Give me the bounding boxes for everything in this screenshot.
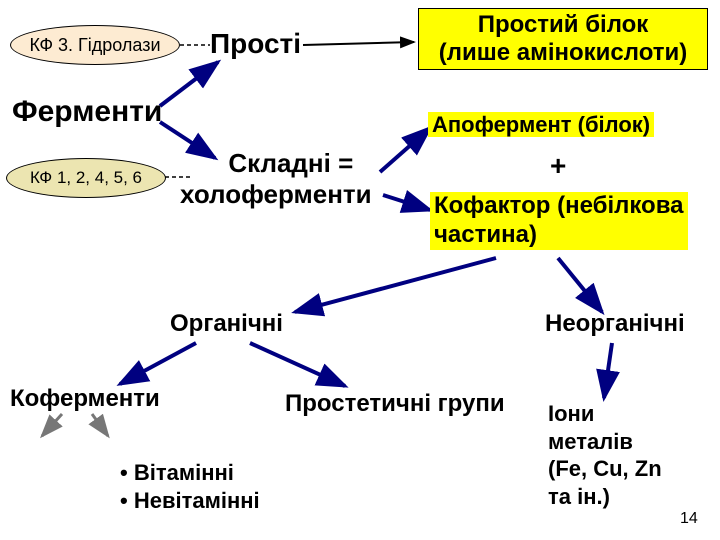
simple-protein-line1: Простий білок <box>478 11 649 38</box>
iony-line1: Іони <box>548 400 662 428</box>
node-fermenty: Ферменти <box>12 95 162 129</box>
page-number: 14 <box>680 510 698 528</box>
node-prosti: Прості <box>210 28 301 60</box>
iony-line4: та ін.) <box>548 483 662 511</box>
apoferment-label: Апофермент (білок) <box>428 112 654 137</box>
node-iony: Іони металів (Fe, Cu, Zn та ін.) <box>548 400 662 510</box>
node-skladni: Складні = холоферменти <box>180 148 372 210</box>
node-kofaktor: Кофактор (небілкова частина) <box>430 192 688 250</box>
iony-line2: металів <box>548 428 662 456</box>
node-simple-protein: Простий білок (лише амінокислоти) <box>418 8 708 70</box>
kofaktor-line1: Кофактор (небілкова <box>434 192 684 219</box>
node-organichni: Органічні <box>170 310 283 338</box>
node-vitaminni: • Вітамінні <box>120 460 234 486</box>
node-apoferment: Апофермент (білок) <box>428 112 654 138</box>
kofaktor-line2: частина) <box>434 221 537 248</box>
node-kf12456-label: КФ 1, 2, 4, 5, 6 <box>30 168 142 188</box>
node-kofermenty: Коферменти <box>10 385 160 413</box>
node-nevitaminni: • Невітамінні <box>120 488 260 514</box>
node-kf3-label: КФ 3. Гідролази <box>29 35 160 56</box>
simple-protein-line2: (лише амінокислоти) <box>439 39 688 66</box>
node-plus: + <box>550 150 566 182</box>
node-neorganichni: Неорганічні <box>545 310 685 338</box>
skladni-line1: Складні = <box>180 148 372 179</box>
iony-line3: (Fe, Cu, Zn <box>548 455 662 483</box>
node-kf12456-ellipse: КФ 1, 2, 4, 5, 6 <box>6 158 166 198</box>
node-kf3-ellipse: КФ 3. Гідролази <box>10 25 180 65</box>
skladni-line2: холоферменти <box>180 179 372 210</box>
node-prostetychni: Простетичні групи <box>285 390 505 418</box>
